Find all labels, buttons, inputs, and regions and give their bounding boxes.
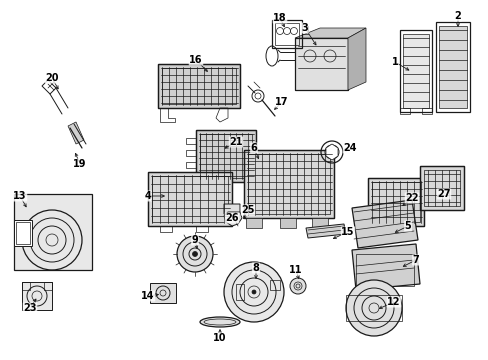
Polygon shape <box>351 244 419 290</box>
Bar <box>419 166 463 210</box>
Text: 9: 9 <box>191 235 198 245</box>
Text: 18: 18 <box>273 13 286 23</box>
Text: 13: 13 <box>13 191 27 201</box>
Text: 27: 27 <box>436 189 450 199</box>
Bar <box>162 68 236 104</box>
Bar <box>158 64 240 108</box>
Bar <box>294 38 347 90</box>
Bar <box>196 130 256 182</box>
Bar <box>346 295 401 321</box>
Text: 22: 22 <box>405 193 418 203</box>
Text: 17: 17 <box>275 97 288 107</box>
Polygon shape <box>311 218 327 228</box>
Polygon shape <box>68 122 84 144</box>
Text: 24: 24 <box>343 143 356 153</box>
Bar <box>367 178 423 226</box>
Bar <box>247 154 329 214</box>
Bar <box>158 64 240 108</box>
Polygon shape <box>294 38 347 90</box>
Bar <box>399 108 409 114</box>
Bar <box>438 26 466 108</box>
Circle shape <box>177 236 213 272</box>
Bar <box>274 23 298 45</box>
Text: 1: 1 <box>391 57 398 67</box>
Bar <box>22 282 30 290</box>
Bar <box>302 26 307 34</box>
Bar <box>148 172 231 226</box>
Bar <box>371 182 419 222</box>
Polygon shape <box>347 28 365 90</box>
Bar <box>367 178 423 226</box>
Bar <box>14 220 32 246</box>
Bar <box>44 282 52 290</box>
Bar <box>196 130 256 182</box>
Text: 7: 7 <box>412 255 419 265</box>
Circle shape <box>251 290 256 294</box>
Text: 20: 20 <box>45 73 59 83</box>
Bar <box>271 20 302 48</box>
Text: 25: 25 <box>241 205 254 215</box>
Bar <box>269 280 280 290</box>
Bar <box>244 150 333 218</box>
Text: 26: 26 <box>225 213 238 223</box>
Circle shape <box>224 262 284 322</box>
Text: 6: 6 <box>250 143 257 153</box>
Bar <box>423 170 459 206</box>
Text: 15: 15 <box>341 227 354 237</box>
Ellipse shape <box>200 317 240 327</box>
Bar <box>22 282 52 310</box>
Text: 19: 19 <box>73 159 86 169</box>
Polygon shape <box>224 204 240 218</box>
Bar <box>148 172 231 226</box>
Bar <box>200 134 251 178</box>
Polygon shape <box>245 218 262 228</box>
Bar <box>355 254 413 286</box>
Polygon shape <box>325 144 337 160</box>
Bar <box>150 283 176 303</box>
Text: 4: 4 <box>144 191 151 201</box>
Bar <box>16 222 30 244</box>
Bar <box>435 22 469 112</box>
Bar <box>244 150 333 218</box>
Text: 8: 8 <box>252 263 259 273</box>
Bar <box>419 166 463 210</box>
Bar <box>152 176 227 222</box>
Polygon shape <box>224 212 242 226</box>
Polygon shape <box>294 28 365 38</box>
Text: 23: 23 <box>23 303 37 313</box>
Text: 2: 2 <box>454 11 461 21</box>
Text: 10: 10 <box>213 333 226 343</box>
Text: 11: 11 <box>289 265 302 275</box>
Polygon shape <box>280 218 295 228</box>
Polygon shape <box>351 200 417 248</box>
Text: 12: 12 <box>386 297 400 307</box>
Text: 3: 3 <box>301 23 308 33</box>
Bar <box>399 30 431 112</box>
Circle shape <box>346 280 401 336</box>
Polygon shape <box>305 224 346 238</box>
Bar <box>421 108 431 114</box>
Text: 14: 14 <box>141 291 154 301</box>
Bar <box>402 34 428 108</box>
Circle shape <box>192 252 197 257</box>
Bar <box>236 284 244 300</box>
Text: 16: 16 <box>189 55 203 65</box>
Circle shape <box>289 278 305 294</box>
Bar <box>14 194 92 270</box>
Text: 21: 21 <box>229 137 242 147</box>
Text: 5: 5 <box>404 221 410 231</box>
